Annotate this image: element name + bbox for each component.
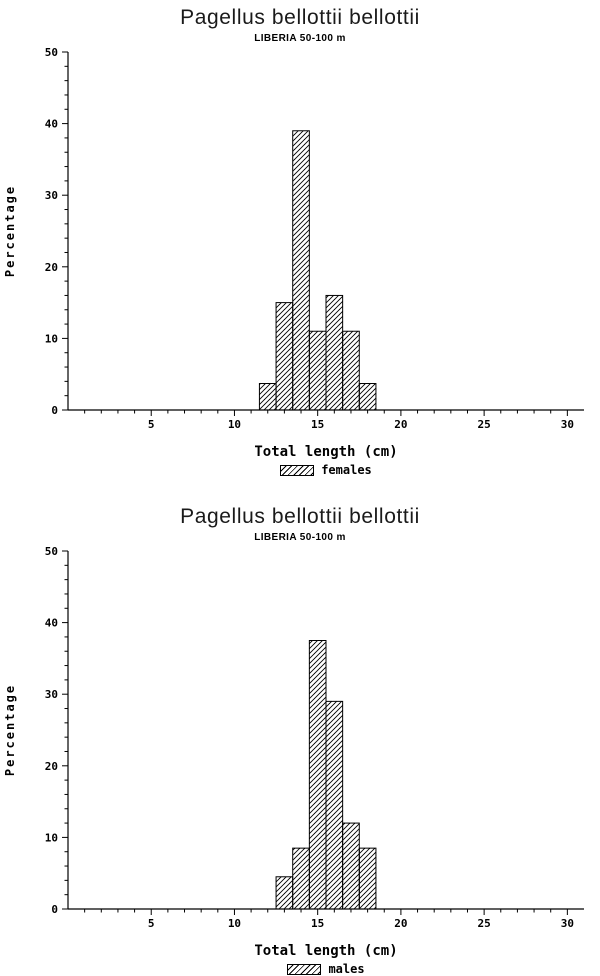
y-axis-title: Percentage <box>3 185 17 277</box>
histogram-bar <box>308 640 327 910</box>
histogram-plot-females: 0 10 20 30 40 50 5 10 15 20 25 30 Percentage <box>3 46 584 431</box>
x-tick-label: 5 <box>148 418 155 431</box>
histogram-bar <box>358 383 377 411</box>
hatch-swatch-icon <box>280 464 315 476</box>
chart-females: Pagellus bellottii bellottii LIBERIA 50-… <box>0 0 600 477</box>
x-tick-label: 30 <box>561 917 574 930</box>
histogram-bar <box>308 330 327 411</box>
x-tick-label: 10 <box>228 917 241 930</box>
y-tick-label: 30 <box>45 189 58 202</box>
y-tick-label: 40 <box>45 617 58 630</box>
legend: males <box>68 962 584 976</box>
histogram-bar <box>342 822 360 910</box>
x-tick-label: 15 <box>311 418 324 431</box>
y-tick-label: 0 <box>51 903 58 916</box>
histogram-bar <box>275 876 294 910</box>
histogram-bar <box>292 847 310 910</box>
histogram-bar <box>325 294 344 411</box>
histogram-bar <box>292 130 310 411</box>
x-tick-label: 5 <box>148 917 155 930</box>
histogram-bar <box>342 330 360 411</box>
chart-title: Pagellus bellottii bellottii <box>180 6 420 29</box>
legend: females <box>68 463 584 477</box>
chart-subtitle: LIBERIA 50-100 m <box>254 532 346 543</box>
x-tick-label: 30 <box>561 418 574 431</box>
x-tick-label: 20 <box>394 418 407 431</box>
legend-label: females <box>321 463 372 477</box>
chart-title: Pagellus bellottii bellottii <box>180 505 420 528</box>
histogram-bar <box>258 383 277 411</box>
y-tick-label: 10 <box>45 831 58 844</box>
x-tick-label: 25 <box>478 917 491 930</box>
x-tick-label: 20 <box>394 917 407 930</box>
y-tick-label: 10 <box>45 332 58 345</box>
y-tick-label: 20 <box>45 760 58 773</box>
y-tick-label: 20 <box>45 261 58 274</box>
y-tick-label: 50 <box>45 46 58 59</box>
y-tick-label: 30 <box>45 688 58 701</box>
chart-subtitle: LIBERIA 50-100 m <box>254 33 346 44</box>
histogram-bar <box>325 700 344 910</box>
x-tick-label: 10 <box>228 418 241 431</box>
histogram-bar <box>275 302 294 411</box>
y-tick-label: 50 <box>45 545 58 558</box>
histogram-bar <box>358 847 377 910</box>
x-tick-label: 25 <box>478 418 491 431</box>
y-axis-title: Percentage <box>3 684 17 776</box>
y-tick-label: 40 <box>45 118 58 131</box>
histogram-plot-males: 0 10 20 30 40 50 5 10 15 20 25 30 Percentage <box>3 545 584 930</box>
x-axis-title: Total length (cm) <box>254 943 398 959</box>
y-tick-label: 0 <box>51 404 58 417</box>
legend-label: males <box>328 962 365 976</box>
chart-males: Pagellus bellottii bellottii LIBERIA 50-… <box>0 499 600 976</box>
x-axis-title: Total length (cm) <box>254 444 398 460</box>
hatch-swatch-icon <box>287 963 322 975</box>
x-tick-label: 15 <box>311 917 324 930</box>
